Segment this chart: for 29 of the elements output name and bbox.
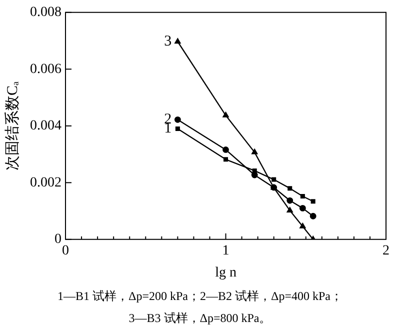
point [222, 111, 230, 118]
y-tick-label: 0.006 [30, 62, 62, 77]
y-tick-label: 0.002 [30, 175, 62, 190]
point [251, 172, 258, 178]
text: 1—B1 试样，Δp=200 kPa；2—B2 试样，Δp=400 kPa； [56, 288, 344, 305]
x-axis-title: lg n [215, 265, 236, 280]
point [272, 177, 276, 182]
point [222, 146, 229, 153]
point [299, 204, 306, 212]
series-label: 3 [164, 34, 172, 50]
x-tick-label: 1 [222, 243, 230, 258]
point [300, 194, 305, 199]
x-tick-label: 2 [382, 243, 390, 258]
point [288, 186, 292, 191]
point [174, 116, 181, 123]
point [299, 222, 306, 228]
point [286, 197, 294, 204]
point [310, 199, 316, 204]
point [286, 206, 294, 212]
point [310, 212, 316, 220]
y-tick-label: 0.008 [30, 5, 62, 20]
y-tick-label: 0 [54, 232, 62, 248]
y-tick-label: 0.004 [30, 118, 62, 134]
point [251, 148, 258, 154]
text: 3—B3 试样，Δp=800 kPa。 [128, 310, 272, 327]
point [223, 157, 228, 162]
y-axis-title: 次固结系数Cₐ [4, 81, 21, 170]
point [174, 38, 182, 44]
point [175, 126, 180, 131]
